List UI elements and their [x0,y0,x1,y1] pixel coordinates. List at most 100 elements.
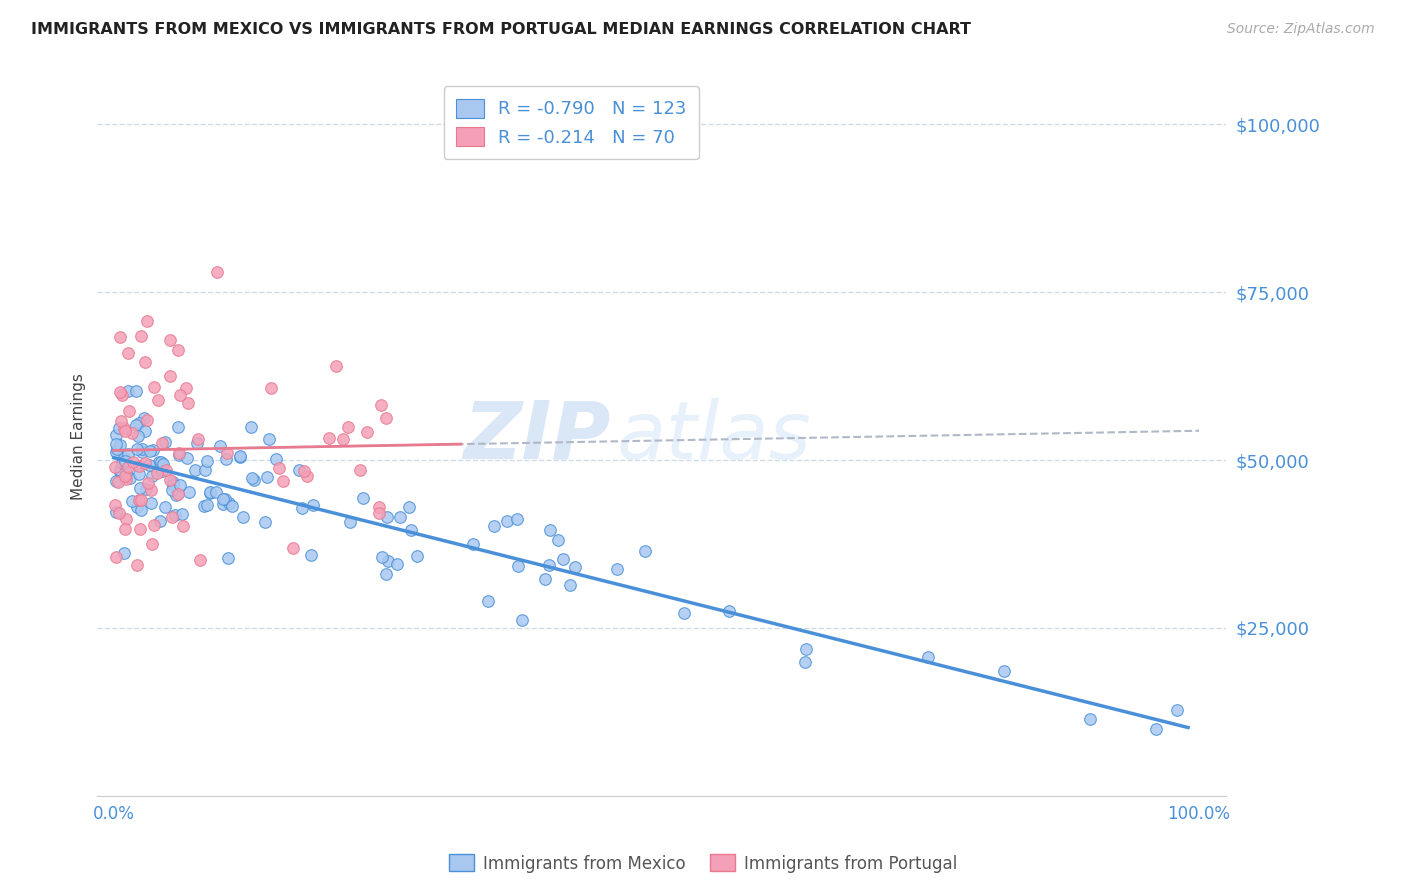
Point [259,432,281,446]
Point [917,650,939,665]
Point [229,450,252,464]
Point [127,429,149,443]
Point [148,455,170,469]
Point [165,488,187,502]
Point [125,384,148,399]
Point [993,664,1015,678]
Point [352,491,374,505]
Text: Source: ZipAtlas.com: Source: ZipAtlas.com [1227,22,1375,37]
Point [149,514,172,528]
Point [104,428,127,442]
Point [217,446,239,460]
Point [186,436,208,450]
Point [114,469,136,483]
Point [387,558,409,572]
Point [105,549,128,564]
Point [169,388,191,402]
Point [167,343,190,357]
Point [127,442,149,456]
Point [167,448,190,462]
Point [110,330,132,344]
Point [793,655,815,669]
Point [463,537,485,551]
Point [159,333,181,347]
Point [114,522,136,536]
Point [129,492,152,507]
Legend: Immigrants from Mexico, Immigrants from Portugal: Immigrants from Mexico, Immigrants from … [443,847,963,880]
Point [375,510,398,524]
Point [205,484,228,499]
Point [118,404,141,418]
Point [337,419,360,434]
Point [484,518,506,533]
Point [117,447,139,461]
Point [105,505,128,519]
Point [125,418,148,433]
Point [114,425,136,439]
Point [121,455,143,469]
Point [218,496,240,510]
Point [117,346,139,360]
Point [143,518,166,533]
Point [110,414,132,428]
Point [139,483,162,498]
Point [205,265,228,279]
Point [200,484,222,499]
Point [388,510,411,524]
Point [717,604,740,618]
Point [281,541,304,555]
Point [132,410,155,425]
Point [176,396,198,410]
Point [108,421,131,435]
Point [1166,703,1188,717]
Point [288,463,311,477]
Point [108,506,131,520]
Point [104,460,127,475]
Point [174,381,197,395]
Point [547,533,569,548]
Point [127,558,149,572]
Point [318,431,340,445]
Point [297,468,319,483]
Point [194,463,217,477]
Text: IMMIGRANTS FROM MEXICO VS IMMIGRANTS FROM PORTUGAL MEDIAN EARNINGS CORRELATION C: IMMIGRANTS FROM MEXICO VS IMMIGRANTS FRO… [31,22,972,37]
Point [142,442,165,457]
Point [325,359,347,373]
Point [146,466,169,480]
Point [114,454,136,468]
Point [134,456,156,470]
Point [232,509,254,524]
Point [187,433,209,447]
Point [117,384,139,398]
Point [135,483,157,497]
Point [370,398,392,412]
Point [148,392,170,407]
Point [162,478,184,492]
Point [105,442,128,457]
Point [117,460,139,475]
Point [634,544,657,558]
Point [606,562,628,576]
Point [155,500,177,514]
Point [152,457,174,471]
Point [302,498,325,512]
Point [141,469,163,483]
Point [291,501,314,516]
Point [105,475,128,489]
Point [551,552,574,566]
Point [112,546,135,560]
Point [134,424,156,438]
Point [243,473,266,487]
Point [560,578,582,592]
Point [1080,712,1102,726]
Point [160,509,183,524]
Point [240,471,263,485]
Point [377,553,399,567]
Point [506,512,529,526]
Point [399,523,422,537]
Point [110,457,132,471]
Point [169,478,191,492]
Text: ZIP: ZIP [464,398,612,475]
Point [198,485,221,500]
Point [673,607,696,621]
